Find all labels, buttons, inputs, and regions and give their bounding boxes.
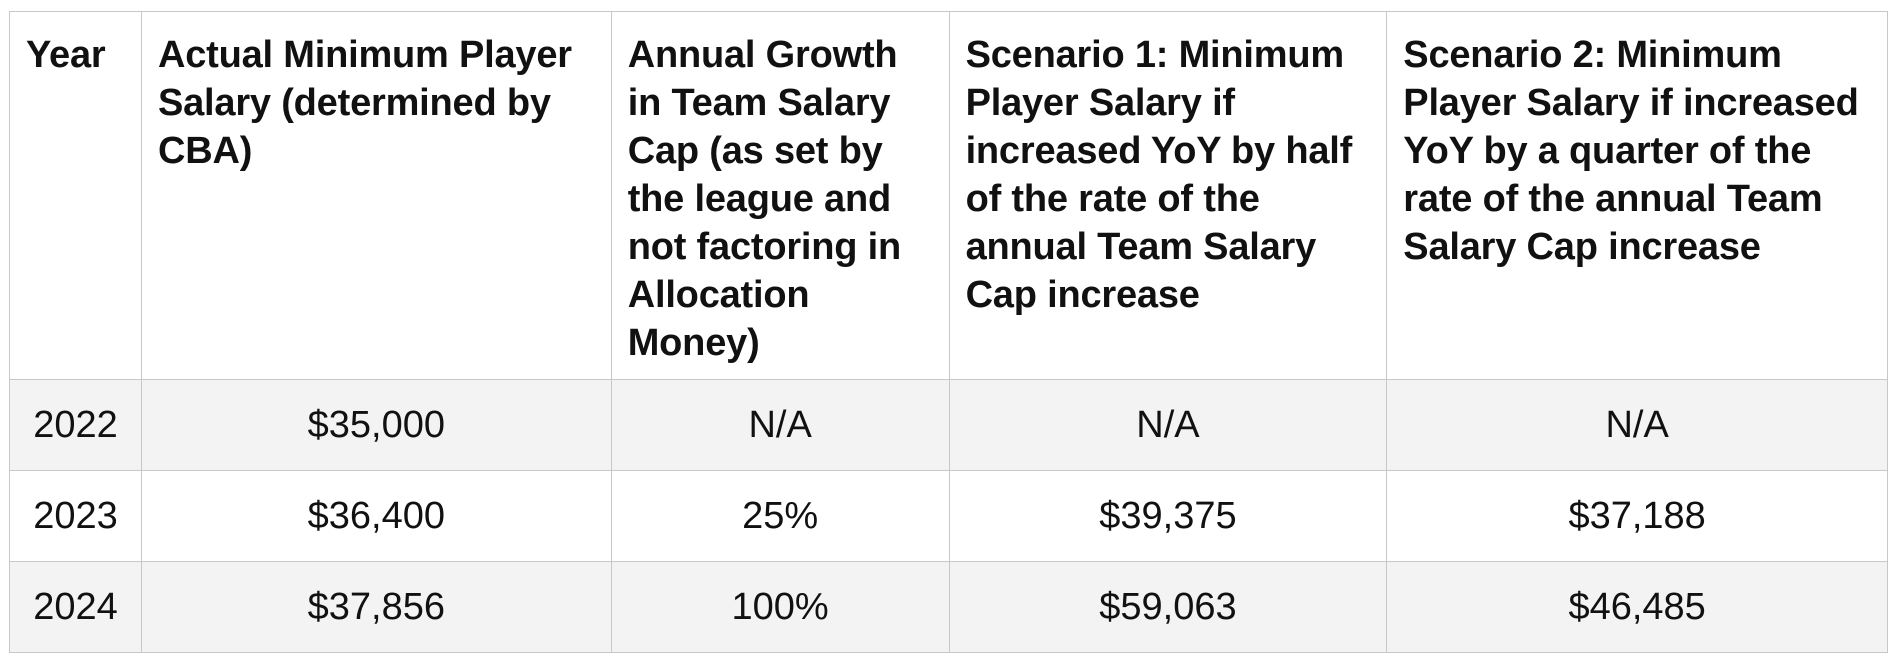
table-header: Year Actual Minimum Player Salary (deter… <box>9 11 1888 380</box>
header-annual-growth: Annual Growth in Team Salary Cap (as set… <box>610 11 950 380</box>
header-row: Year Actual Minimum Player Salary (deter… <box>9 11 1888 380</box>
cell-scenario-2: $37,188 <box>1386 470 1888 562</box>
cell-scenario-1: N/A <box>948 379 1388 471</box>
cell-actual-salary: $37,856 <box>140 561 612 653</box>
salary-table-container: Year Actual Minimum Player Salary (deter… <box>9 11 1888 653</box>
header-scenario-1: Scenario 1: Minimum Player Salary if inc… <box>948 11 1388 380</box>
cell-scenario-2: N/A <box>1386 379 1888 471</box>
cell-growth: N/A <box>610 379 950 471</box>
cell-year: 2023 <box>9 470 142 562</box>
cell-year: 2024 <box>9 561 142 653</box>
table-row: 2024 $37,856 100% $59,063 $46,485 <box>9 561 1888 653</box>
header-year: Year <box>9 11 142 380</box>
cell-year: 2022 <box>9 379 142 471</box>
table-row: 2022 $35,000 N/A N/A N/A <box>9 379 1888 471</box>
table-row: 2023 $36,400 25% $39,375 $37,188 <box>9 470 1888 562</box>
cell-actual-salary: $35,000 <box>140 379 612 471</box>
cell-actual-salary: $36,400 <box>140 470 612 562</box>
cell-scenario-2: $46,485 <box>1386 561 1888 653</box>
cell-scenario-1: $59,063 <box>948 561 1388 653</box>
cell-scenario-1: $39,375 <box>948 470 1388 562</box>
cell-growth: 100% <box>610 561 950 653</box>
table-body: 2022 $35,000 N/A N/A N/A 2023 $36,400 25… <box>9 379 1888 653</box>
header-actual-minimum-salary: Actual Minimum Player Salary (determined… <box>140 11 612 380</box>
salary-table: Year Actual Minimum Player Salary (deter… <box>9 11 1888 653</box>
header-scenario-2: Scenario 2: Minimum Player Salary if inc… <box>1386 11 1888 380</box>
cell-growth: 25% <box>610 470 950 562</box>
